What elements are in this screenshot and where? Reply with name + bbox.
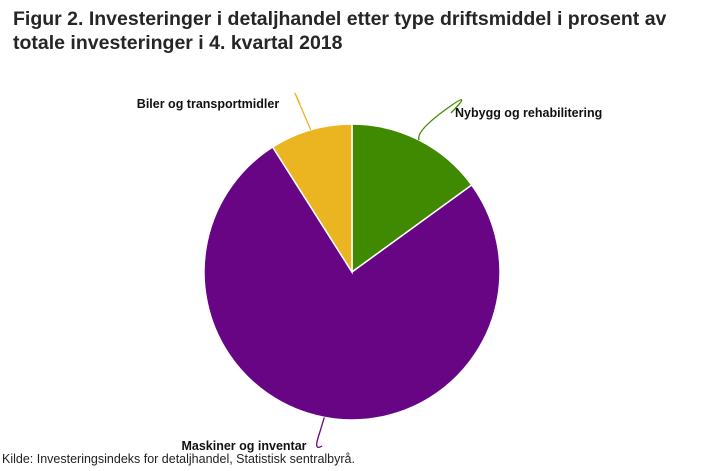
pie-leader-lines bbox=[294, 92, 463, 449]
slice-label-3: Biler og transportmidler bbox=[137, 97, 280, 111]
leader-line-3 bbox=[294, 92, 312, 131]
leader-line-1 bbox=[418, 99, 463, 141]
pie-slices bbox=[203, 123, 501, 421]
pie-labels: Nybygg og rehabilitering Maskiner og inve… bbox=[137, 97, 602, 453]
leader-line-2 bbox=[316, 417, 325, 449]
slice-label-1: Nybygg og rehabilitering bbox=[455, 106, 602, 120]
chart-title: Figur 2. Investeringer i detaljhandel et… bbox=[13, 8, 667, 54]
slice-label-2: Maskiner og inventar bbox=[181, 439, 306, 453]
pie-slice-1 bbox=[351, 123, 473, 274]
source-note: Kilde: Investeringsindeks for detaljhand… bbox=[2, 452, 355, 466]
pie-slice-3 bbox=[271, 123, 353, 275]
pie-slice-2 bbox=[203, 146, 501, 421]
